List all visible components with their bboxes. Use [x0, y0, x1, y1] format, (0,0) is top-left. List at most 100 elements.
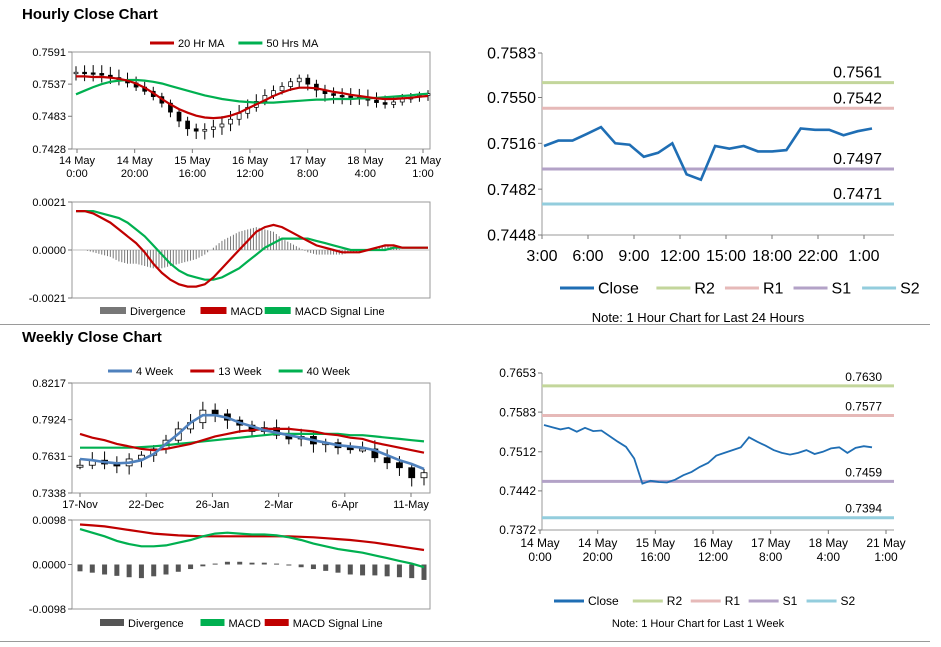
- hourly-macd-legend-swatch: [264, 307, 291, 314]
- hourly-candle-body: [90, 72, 96, 75]
- hourly-price-xtick-label: 1:00: [412, 168, 433, 180]
- hourly-pivot-level-label: 0.7471: [833, 186, 882, 203]
- weekly-macd-legend-swatch: [200, 619, 225, 626]
- hourly-pivot-xtick-label: 22:00: [798, 248, 838, 265]
- hourly-price-xtick-label: 16 May: [232, 155, 269, 167]
- weekly-divergence-bar: [274, 563, 280, 565]
- bottom-divider: [0, 641, 930, 642]
- weekly-pivot-legend-label: S2: [841, 594, 856, 608]
- weekly-divergence-bar: [261, 562, 267, 565]
- weekly-divergence-bar: [310, 564, 316, 570]
- weekly-macd-legend-swatch: [264, 619, 289, 626]
- hourly-candle-body: [288, 81, 293, 87]
- weekly-pivot-level-label: 0.7459: [845, 465, 882, 479]
- weekly-pivot-xtick-label: 15 May: [636, 536, 675, 550]
- hourly-pivot-legend-label: R2: [694, 281, 715, 298]
- weekly-divergence-bar: [89, 564, 95, 573]
- hourly-candle-body: [331, 93, 336, 96]
- hourly-pivot-close-line: [543, 125, 873, 182]
- weekly-divergence-bar: [372, 564, 378, 576]
- hourly-candle-body: [305, 77, 311, 85]
- hourly-candle-body: [202, 129, 208, 132]
- hourly-price-xtick-label: 21 May: [405, 155, 442, 167]
- hourly-price-legend-label: 20 Hr MA: [178, 38, 225, 50]
- weekly-divergence-bar: [114, 564, 120, 576]
- hourly-price-xtick-label: 4:00: [355, 168, 376, 180]
- weekly-macd-legend-label: Divergence: [128, 618, 184, 630]
- weekly-pivot-ytick-label: 0.7512: [499, 445, 536, 459]
- hourly-candle-body: [176, 111, 182, 122]
- weekly-pivot-xtick-label: 4:00: [817, 550, 841, 564]
- weekly-price-xtick-label: 2-Mar: [264, 499, 293, 511]
- weekly-price-legend-label: 13 Week: [218, 366, 262, 378]
- weekly-divergence-bar: [138, 564, 144, 579]
- weekly-pivot-xtick-label: 17 May: [751, 536, 790, 550]
- weekly-divergence-bar: [298, 564, 304, 568]
- weekly-pivot-note: Note: 1 Hour Chart for Last 1 Week: [612, 618, 785, 630]
- hourly-price-xtick-label: 16:00: [179, 168, 207, 180]
- hourly-price-xtick-label: 15 May: [174, 155, 211, 167]
- hourly-candle-body: [99, 73, 105, 76]
- weekly-pivot-xtick-label: 8:00: [759, 550, 783, 564]
- weekly-macd-ytick-label: -0.0098: [29, 604, 66, 616]
- weekly-price-legend-label: 40 Week: [307, 366, 351, 378]
- weekly-price-xtick-label: 26-Jan: [196, 499, 230, 511]
- hourly-price-xtick-label: 12:00: [236, 168, 264, 180]
- weekly-chart-title: Weekly Close Chart: [22, 329, 162, 346]
- weekly-macd-line: [79, 528, 425, 569]
- hourly-price-xtick-label: 20:00: [121, 168, 149, 180]
- hourly-pivot-xtick-label: 9:00: [618, 248, 649, 265]
- weekly-divergence-bar: [384, 564, 390, 577]
- hourly-pivot-level-label: 0.7561: [833, 65, 882, 82]
- hourly-candle-body: [382, 102, 388, 105]
- weekly-divergence-bar: [224, 561, 230, 565]
- hourly-pivot-note: Note: 1 Hour Chart for Last 24 Hours: [592, 310, 805, 324]
- weekly-divergence-bar: [249, 562, 255, 565]
- hourly-candle-body: [219, 123, 225, 128]
- weekly-candle-body: [420, 472, 428, 479]
- hourly-pivot-xtick-label: 15:00: [706, 248, 746, 265]
- weekly-pivot-xtick-label: 12:00: [698, 550, 728, 564]
- hourly-pivot-legend-label: S1: [832, 281, 852, 298]
- weekly-candle-body: [76, 464, 84, 468]
- hourly-macd-ytick-label: -0.0021: [29, 293, 66, 305]
- weekly-price-chart: 0.8217 0.7924 0.7631 0.7338 4 Week 13 Week 40 …: [32, 366, 431, 511]
- weekly-divergence-bar: [421, 564, 427, 580]
- weekly-pivot-xtick-label: 16 May: [693, 536, 732, 550]
- weekly-pivot-level-label: 0.7394: [845, 502, 882, 516]
- weekly-divergence-bar: [335, 564, 341, 573]
- hourly-pivot-level-label: 0.7542: [833, 90, 882, 107]
- weekly-signal-line: [79, 523, 425, 552]
- hourly-price-xtick-label: 14 May: [59, 155, 96, 167]
- weekly-candle-body: [408, 467, 416, 479]
- hourly-pivot-xtick-label: 1:00: [848, 248, 879, 265]
- hourly-macd-line: [76, 210, 428, 288]
- hourly-price-xtick-label: 17 May: [290, 155, 327, 167]
- weekly-pivot-chart: 0.7653 0.7583 0.7512 0.7442 0.7372 0.7630 0.75…: [499, 366, 905, 630]
- hourly-pivot-legend-label: S2: [900, 281, 920, 298]
- hourly-macd-legend-label: Divergence: [130, 306, 186, 318]
- hourly-price-chart: 0.7591 0.7537 0.7483 0.7428 20 Hr MA 50 Hrs M…: [32, 38, 442, 180]
- hourly-macd-chart: 0.0021 0.0000 -0.0021 Divergence MACD MACD Si…: [29, 197, 431, 318]
- weekly-pivot-ytick-label: 0.7653: [499, 366, 536, 380]
- weekly-price-xtick-label: 17-Nov: [62, 499, 98, 511]
- weekly-divergence-bar: [200, 564, 206, 567]
- weekly-pivot-legend-label: R1: [725, 594, 741, 608]
- weekly-candle-body: [211, 409, 219, 415]
- hourly-macd-legend-label: MACD Signal Line: [295, 306, 385, 318]
- hourly-candle-body: [228, 118, 233, 125]
- hourly-macd-legend-swatch: [200, 307, 227, 314]
- hourly-candle-body: [296, 77, 302, 83]
- weekly-price-legend-label: 4 Week: [136, 366, 174, 378]
- hourly-candle-body: [73, 71, 79, 75]
- weekly-divergence-bar: [77, 564, 83, 572]
- hourly-price-xtick-label: 14 May: [117, 155, 154, 167]
- hourly-pivot-ytick-label: 0.7516: [487, 136, 536, 153]
- hourly-signal-line: [76, 210, 428, 281]
- hourly-candle-body: [211, 126, 216, 130]
- hourly-price-ytick-label: 0.7591: [32, 47, 66, 59]
- weekly-pivot-xtick-label: 20:00: [583, 550, 613, 564]
- hourly-candle-body: [185, 120, 190, 130]
- weekly-divergence-bar: [396, 564, 402, 578]
